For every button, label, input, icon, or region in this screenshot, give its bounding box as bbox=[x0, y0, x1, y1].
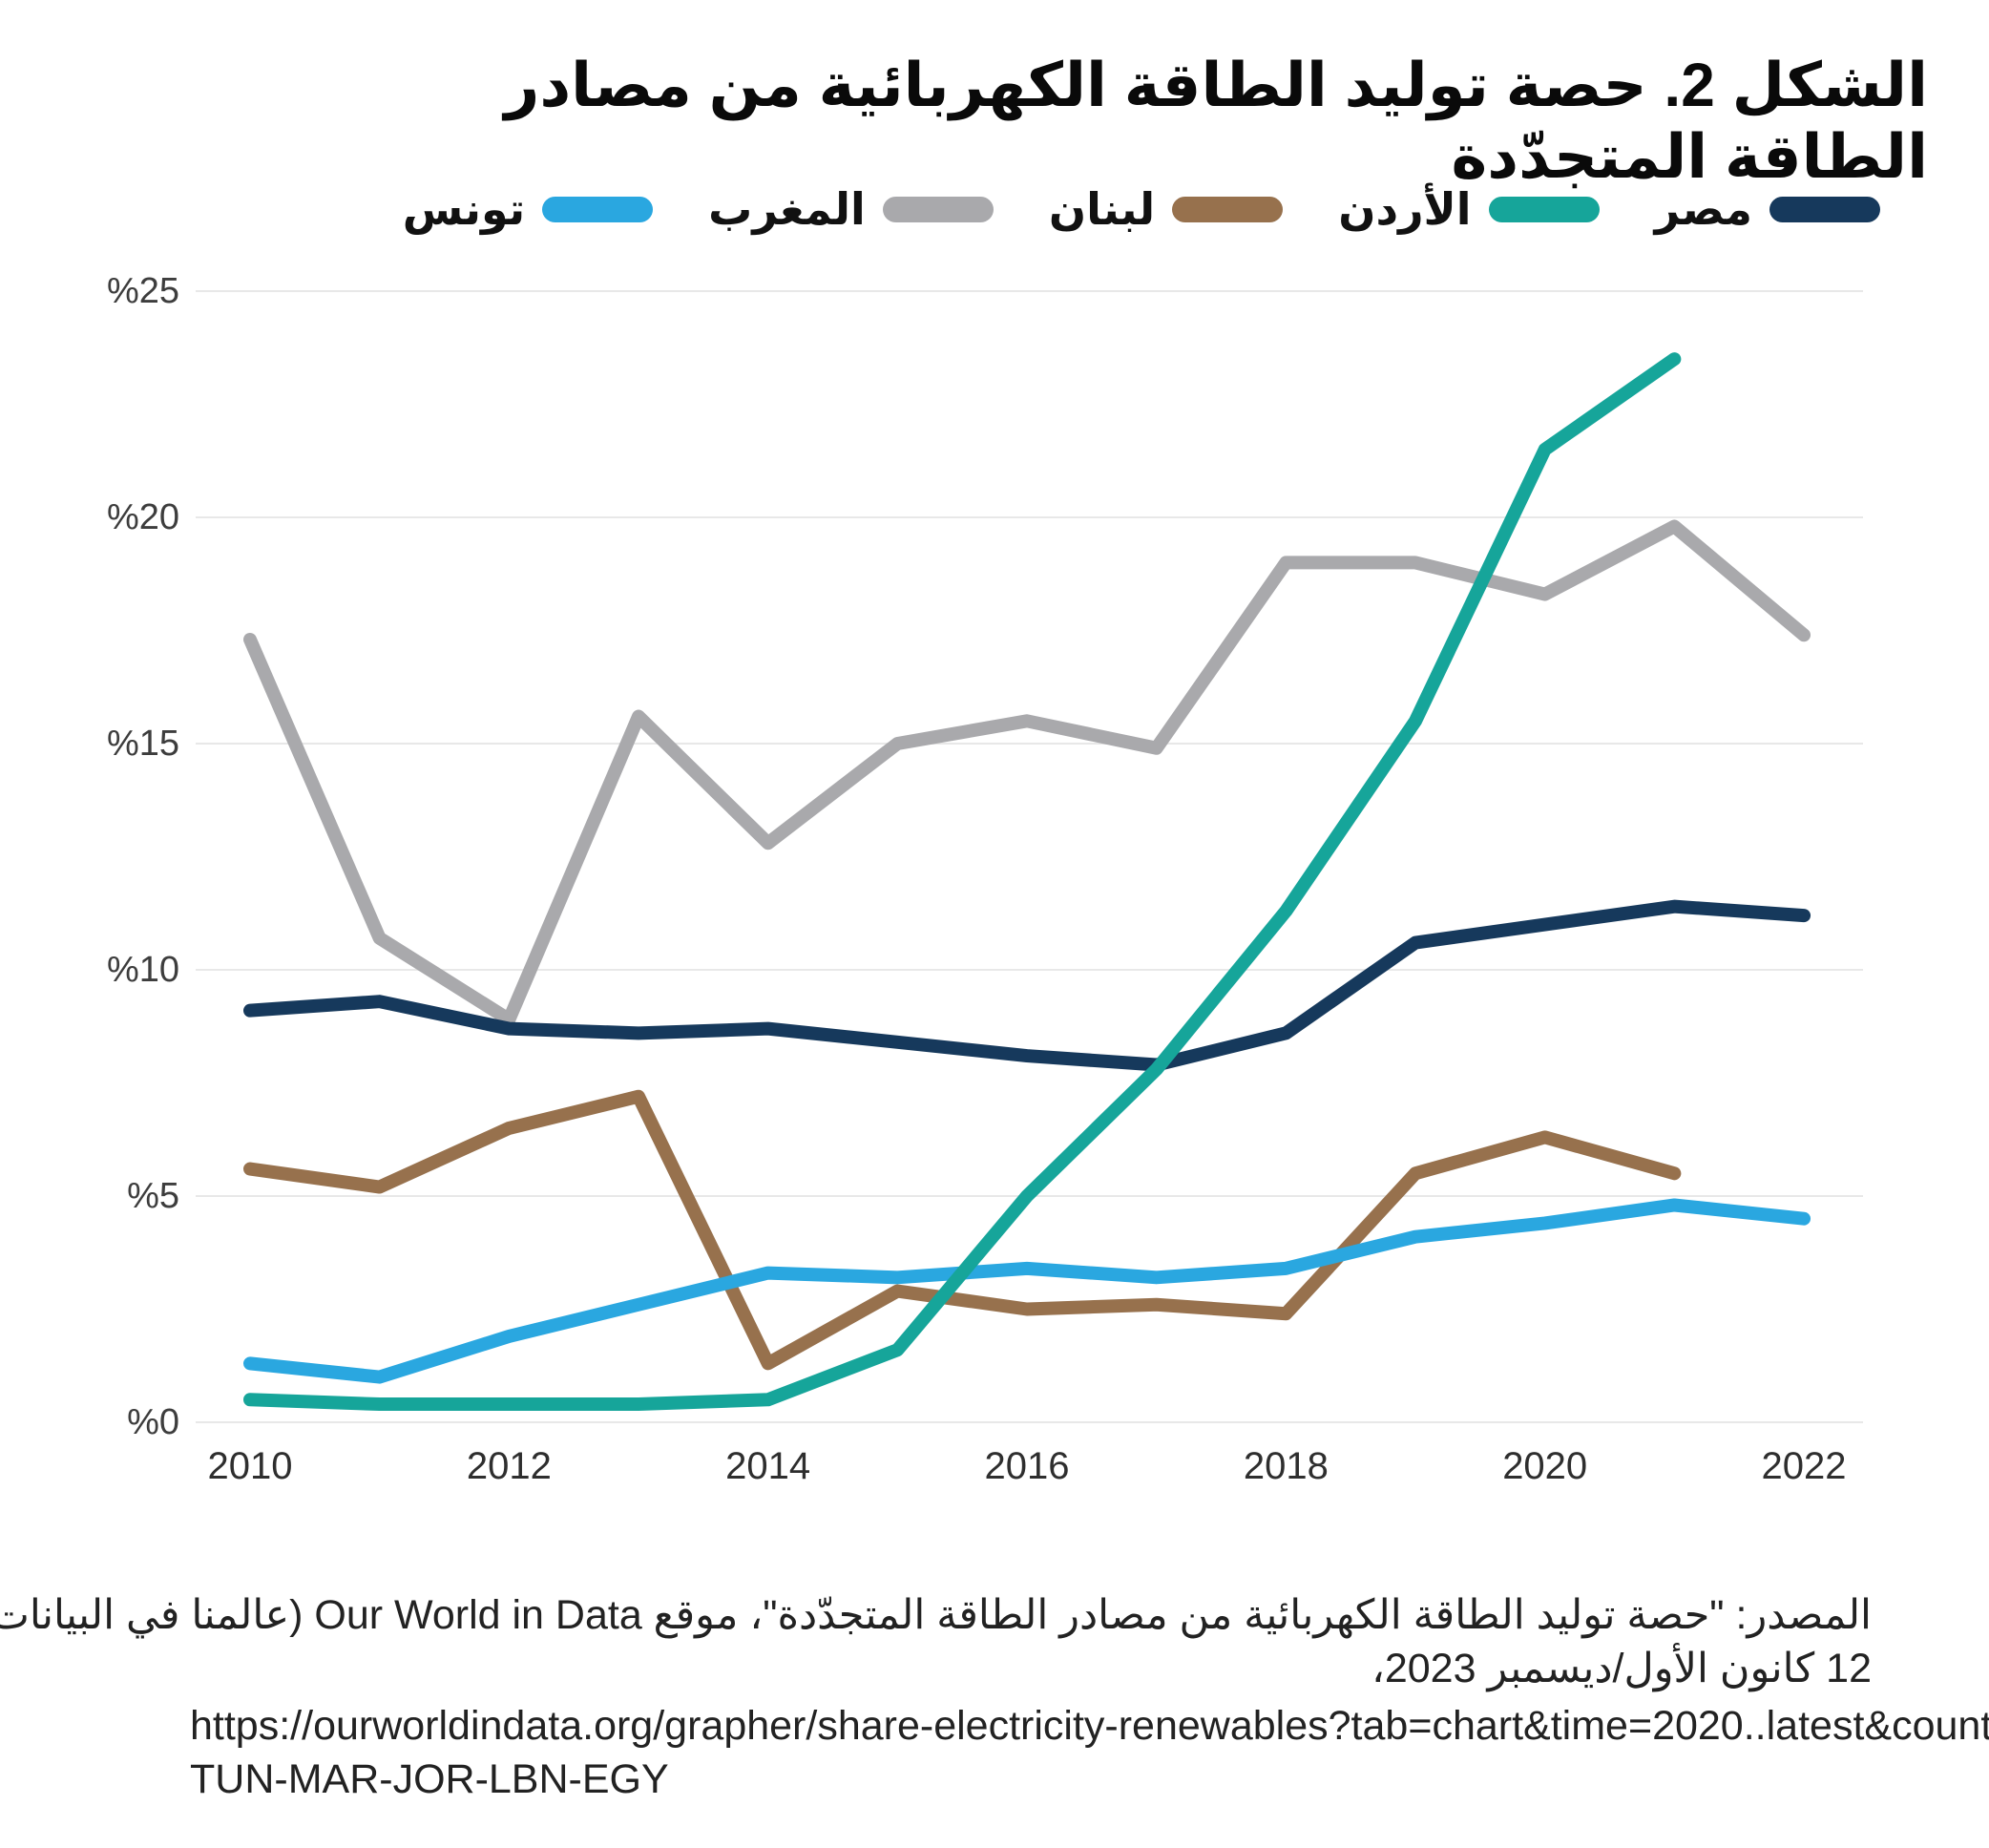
legend-item-jordan: الأردن bbox=[1338, 183, 1600, 235]
legend-swatch-lebanon bbox=[1172, 196, 1284, 222]
legend-swatch-jordan bbox=[1488, 196, 1600, 222]
series-line-morocco bbox=[243, 519, 1811, 1027]
x-tick-label-2022: 2022 bbox=[1761, 1445, 1847, 1487]
series-line-egypt bbox=[243, 899, 1811, 1072]
series-line-tunisia bbox=[243, 1198, 1811, 1384]
legend-label-egypt: مصر bbox=[1654, 184, 1752, 234]
legend-item-egypt: مصر bbox=[1655, 183, 1880, 235]
y-tick-label-0: %0 bbox=[127, 1402, 179, 1442]
legend-label-morocco: المغرب bbox=[708, 184, 866, 234]
legend-item-tunisia: تونس bbox=[402, 183, 654, 235]
legend-item-lebanon: لبنان bbox=[1048, 183, 1284, 235]
legend-label-lebanon: لبنان bbox=[1048, 184, 1156, 234]
legend-swatch-egypt bbox=[1769, 196, 1880, 222]
legend-label-jordan: الأردن bbox=[1338, 184, 1472, 234]
y-tick-label-20: %20 bbox=[106, 497, 179, 537]
legend-swatch-tunisia bbox=[542, 196, 654, 222]
series-line-jordan bbox=[243, 352, 1682, 1412]
x-tick-label-2010: 2010 bbox=[207, 1445, 293, 1487]
chart-legend: مصر الأردن لبنان المغرب تونس bbox=[403, 183, 1880, 235]
figure-title: الشكل 2. حصة توليد الطاقة الكهربائية من … bbox=[504, 51, 1928, 191]
source-url-line2: TUN-MAR-JOR-LBN-EGY bbox=[190, 1756, 669, 1802]
source-text-line2: 12 كانون الأول/ديسمبر 2023، bbox=[1371, 1646, 1872, 1691]
x-tick-label-2016: 2016 bbox=[984, 1445, 1070, 1487]
y-tick-label-10: %10 bbox=[106, 950, 179, 990]
legend-item-morocco: المغرب bbox=[708, 183, 994, 235]
x-tick-label-2012: 2012 bbox=[466, 1445, 552, 1487]
x-tick-label-2014: 2014 bbox=[725, 1445, 811, 1487]
y-tick-label-25: %25 bbox=[106, 271, 179, 311]
series-line-lebanon bbox=[243, 1089, 1682, 1371]
y-tick-label-5: %5 bbox=[127, 1176, 179, 1216]
legend-swatch-morocco bbox=[882, 196, 994, 222]
y-tick-label-15: %15 bbox=[106, 724, 179, 764]
legend-label-tunisia: تونس bbox=[402, 184, 526, 234]
source-url-line1: https://ourworldindata.org/grapher/share… bbox=[190, 1703, 1989, 1749]
source-text-line1: المصدر: "حصة توليد الطاقة الكهربائية من … bbox=[0, 1592, 1872, 1638]
x-tick-label-2018: 2018 bbox=[1243, 1445, 1329, 1487]
x-tick-label-2020: 2020 bbox=[1502, 1445, 1588, 1487]
